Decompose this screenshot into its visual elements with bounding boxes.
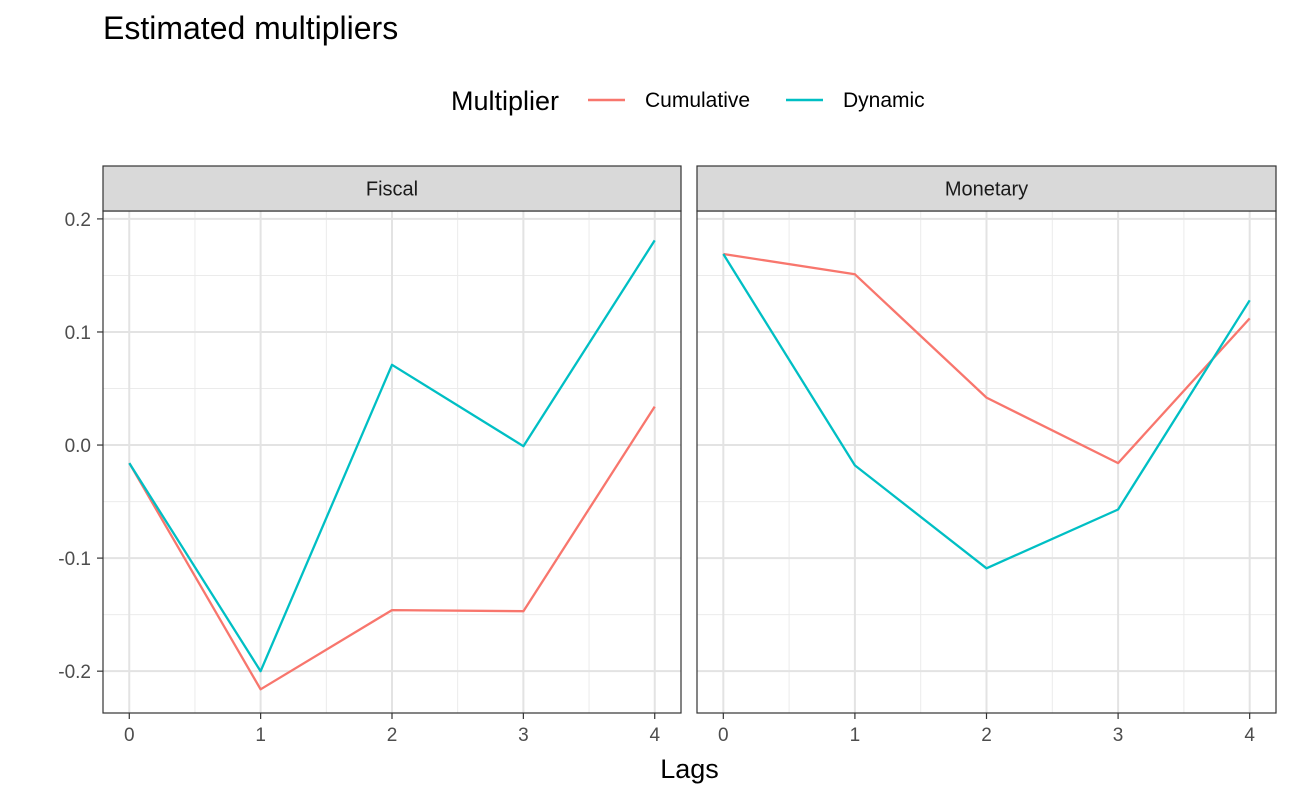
- y-tick-label-3: 0.1: [65, 323, 91, 344]
- legend-title: Multiplier: [451, 86, 559, 116]
- x-tick-label-monetary-1: 1: [850, 725, 861, 746]
- legend-label-cumulative: Cumulative: [645, 89, 750, 112]
- series-line-fiscal-cumulative: [128, 405, 656, 691]
- x-tick-label-fiscal-2: 2: [387, 725, 398, 746]
- y-tick-label-0: -0.2: [58, 662, 91, 683]
- x-tick-label-fiscal-4: 4: [649, 725, 660, 746]
- strip-monetary: [696, 165, 1277, 212]
- x-tick-label-fiscal-3: 3: [518, 725, 529, 746]
- y-tick-label-4: 0.2: [65, 210, 91, 231]
- x-tick-label-monetary-0: 0: [718, 725, 729, 746]
- legend-label-dynamic: Dynamic: [843, 89, 925, 112]
- strip-fiscal: [102, 165, 682, 212]
- strip-label-fiscal: Fiscal: [366, 179, 418, 201]
- strip-label-monetary: Monetary: [945, 179, 1028, 201]
- chart-title: Estimated multipliers: [103, 10, 398, 46]
- x-axis-label: Lags: [660, 754, 719, 784]
- x-tick-label-fiscal-1: 1: [255, 725, 266, 746]
- x-tick-label-monetary-4: 4: [1244, 725, 1255, 746]
- x-tick-label-monetary-3: 3: [1113, 725, 1124, 746]
- series-line-monetary-cumulative: [723, 252, 1251, 465]
- series-line-fiscal-dynamic: [128, 239, 656, 673]
- x-tick-label-monetary-2: 2: [981, 725, 992, 746]
- x-tick-label-fiscal-0: 0: [124, 725, 135, 746]
- series-line-monetary-dynamic: [722, 253, 1251, 570]
- y-tick-label-1: -0.1: [58, 549, 91, 570]
- y-tick-label-2: 0.0: [65, 436, 91, 457]
